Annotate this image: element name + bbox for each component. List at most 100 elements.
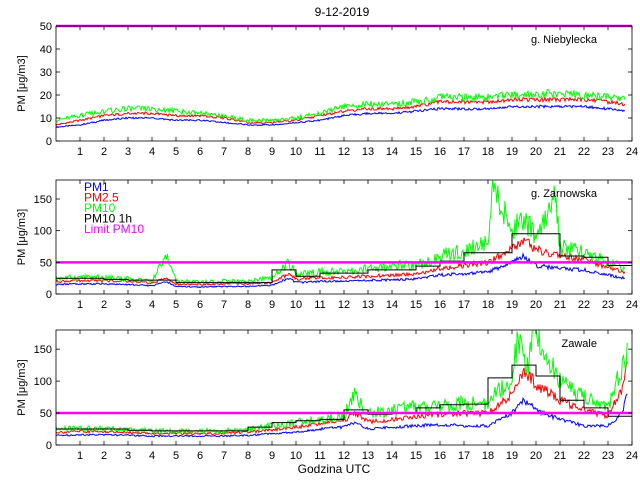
y-tick-label: 50 [40, 21, 52, 33]
x-tick-label: 12 [338, 146, 350, 158]
y-axis-label: PM [μg/m3] [16, 209, 28, 265]
y-axis-label: PM [μg/m3] [16, 55, 28, 111]
y-tick-label: 30 [40, 67, 52, 79]
x-tick-label: 23 [602, 299, 614, 311]
x-tick-label: 3 [125, 299, 131, 311]
panel-series-group [56, 89, 626, 129]
x-tick-label: 11 [314, 146, 325, 158]
x-tick-label: 22 [578, 299, 590, 311]
y-tick-label: 100 [34, 376, 52, 388]
y-axis-label: PM [μg/m3] [16, 359, 28, 415]
y-tick-label: 0 [46, 136, 52, 148]
legend-item-pm10: PM10 [84, 201, 116, 215]
series-line-pm25 [56, 237, 626, 286]
figure-title: 9-12-2019 [315, 5, 370, 19]
x-tick-label: 2 [101, 146, 107, 158]
x-tick-label: 1 [77, 450, 83, 462]
y-tick-label: 150 [34, 194, 52, 206]
x-tick-label: 7 [221, 146, 227, 158]
x-tick-label: 21 [554, 450, 566, 462]
x-tick-label: 22 [578, 146, 590, 158]
x-tick-label: 9 [269, 450, 275, 462]
x-tick-label: 14 [386, 299, 398, 311]
x-tick-label: 11 [314, 450, 325, 462]
y-tick-label: 20 [40, 90, 52, 102]
panel-series-group [56, 330, 632, 438]
panel-2: 1 2 3 4 5 6 7 8 9 10 11 12 13 14 15 16 17 18 19 20 21 22 23 240… [16, 179, 638, 311]
x-tick-label: 18 [482, 450, 494, 462]
x-tick-label: 24 [626, 146, 638, 158]
x-tick-label: 8 [245, 299, 251, 311]
series-line-pm1 [56, 104, 626, 129]
station-label: g. Zarnowska [531, 188, 598, 200]
x-tick-label: 13 [362, 299, 374, 311]
x-tick-label: 17 [458, 450, 470, 462]
x-tick-label: 17 [458, 299, 470, 311]
x-tick-label: 19 [506, 299, 518, 311]
x-tick-label: 15 [410, 450, 422, 462]
series-line-pm10_1h [56, 233, 632, 284]
x-tick-label: 3 [125, 146, 131, 158]
x-tick-label: 17 [458, 146, 470, 158]
x-tick-label: 18 [482, 299, 494, 311]
y-tick-label: 10 [40, 113, 52, 125]
series-line-pm1 [56, 252, 626, 289]
x-tick-label: 16 [434, 146, 446, 158]
y-tick-label: 0 [46, 289, 52, 301]
x-tick-label: 16 [434, 450, 446, 462]
y-tick-label: 50 [40, 257, 52, 269]
x-tick-label: 24 [626, 450, 638, 462]
x-tick-label: 1 [77, 299, 83, 311]
x-tick-label: 8 [245, 146, 251, 158]
series-line-pm25 [56, 96, 626, 126]
legend-item-pm10_1h: PM10 1h [84, 212, 132, 226]
x-tick-label: 14 [386, 146, 398, 158]
x-tick-label: 24 [626, 299, 638, 311]
panel-3: 1 2 3 4 5 6 7 8 9 10 11 12 13 14 15 16 17 18 19 20 21 22 23 240… [16, 329, 638, 476]
legend-item-limit: Limit PM10 [84, 222, 144, 236]
x-tick-label: 10 [290, 146, 302, 158]
x-tick-label: 10 [290, 299, 302, 311]
x-tick-label: 10 [290, 450, 302, 462]
x-axis-label: Godzina UTC [298, 462, 371, 476]
panel-1: 1 2 3 4 5 6 7 8 9 10 11 12 13 14 15 16 17 18 19 20 21 22 23 240… [16, 21, 638, 158]
x-tick-label: 15 [410, 299, 422, 311]
x-tick-label: 8 [245, 450, 251, 462]
x-tick-label: 16 [434, 299, 446, 311]
x-tick-label: 21 [554, 146, 566, 158]
station-label: g. Niebylecka [531, 34, 598, 46]
x-tick-label: 2 [101, 299, 107, 311]
x-tick-label: 20 [530, 146, 542, 158]
x-tick-label: 5 [173, 299, 179, 311]
x-tick-label: 4 [149, 450, 155, 462]
x-tick-label: 1 [77, 146, 83, 158]
x-tick-label: 23 [602, 450, 614, 462]
x-tick-label: 5 [173, 146, 179, 158]
x-tick-label: 13 [362, 146, 374, 158]
x-tick-label: 7 [221, 450, 227, 462]
x-tick-label: 20 [530, 299, 542, 311]
series-line-pm10 [56, 89, 626, 124]
x-tick-label: 20 [530, 450, 542, 462]
legend-item-pm1: PM1 [84, 180, 109, 194]
x-tick-label: 19 [506, 450, 518, 462]
x-tick-label: 14 [386, 450, 398, 462]
series-line-pm1 [56, 393, 628, 438]
x-tick-label: 4 [149, 146, 155, 158]
x-tick-label: 12 [338, 299, 350, 311]
series-line-pm10 [56, 330, 628, 436]
x-tick-label: 19 [506, 146, 518, 158]
x-tick-label: 3 [125, 450, 131, 462]
y-tick-label: 150 [34, 344, 52, 356]
station-label: Zawale [562, 338, 597, 350]
y-tick-label: 100 [34, 226, 52, 238]
x-tick-label: 5 [173, 450, 179, 462]
series-line-pm25 [56, 361, 628, 436]
x-tick-label: 23 [602, 146, 614, 158]
x-tick-label: 13 [362, 450, 374, 462]
x-tick-label: 9 [269, 146, 275, 158]
x-tick-label: 11 [314, 299, 325, 311]
